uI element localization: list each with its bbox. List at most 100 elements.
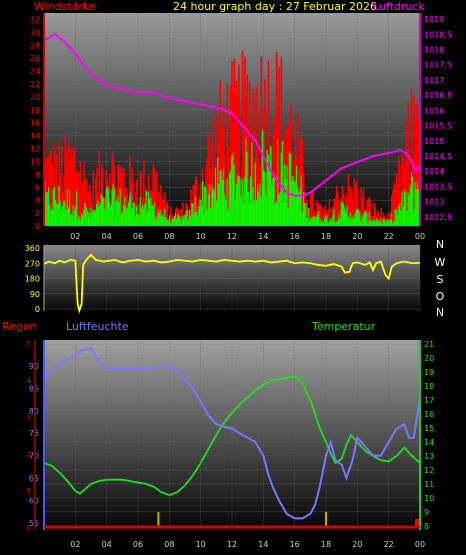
pressure-tick-label: 1013,5	[424, 182, 452, 191]
pressure-tick-label: 1013	[424, 198, 444, 207]
rain-tick-label: 4	[27, 377, 32, 385]
compass-east: O	[436, 290, 445, 303]
pressure-tick-label: 1012,5	[424, 213, 452, 222]
rain-tick-label: 3	[27, 414, 31, 422]
compass-south: S	[437, 273, 444, 286]
wind-tick-label: 14	[30, 132, 40, 141]
humidity-tick-label: 85	[29, 384, 39, 393]
rain-bars	[157, 512, 421, 527]
wind-tick-label: 18	[30, 106, 40, 115]
direction-tick-label: 90	[30, 290, 40, 299]
temperature-tick-label: 16	[424, 410, 434, 419]
humidity-tick-label: 60	[29, 496, 39, 505]
rain-tick-label: 2	[27, 450, 31, 458]
temperature-tick-label: 14	[424, 438, 434, 447]
wind-x-tick-label: 20	[352, 232, 362, 241]
wind-x-tick-label: 10	[196, 232, 206, 241]
humidity-x-tick-label: 12	[227, 540, 237, 549]
wind-x-tick-label: 16	[290, 232, 300, 241]
wind-tick-label: 16	[30, 119, 40, 128]
humidity-tick-label: 65	[29, 474, 39, 483]
wind-x-tick-label: 22	[384, 232, 394, 241]
wind-tick-label: 26	[30, 54, 40, 63]
rain-tick-label: 1	[27, 487, 31, 495]
compass-north-bottom: N	[436, 306, 444, 319]
wind-tick-label: 8	[35, 170, 40, 179]
wind-label: Windstärke	[34, 0, 96, 13]
humidity-x-tick-label: 18	[321, 540, 331, 549]
temperature-tick-label: 12	[424, 466, 434, 475]
humidity-tick-label: 55	[29, 519, 39, 528]
temperature-tick-label: 20	[424, 354, 434, 363]
humidity-x-tick-label: 08	[164, 540, 174, 549]
temperature-tick-label: 13	[424, 452, 434, 461]
wind-direction-line	[43, 253, 421, 314]
pressure-tick-label: 1017	[424, 76, 444, 85]
wind-x-tick-label: 06	[133, 232, 143, 241]
temperature-line	[43, 375, 421, 497]
humidity-x-tick-label: 06	[133, 540, 143, 549]
wind-tick-label: 0	[35, 222, 40, 231]
rain-axis-ticks: 0 1 2 3 4 5	[27, 340, 32, 532]
humidity-tick-label: 80	[29, 407, 39, 416]
humidity-x-ticks: 02 04 06 08 10 12 14 16 18 20 22 00	[70, 540, 425, 549]
wind-tick-label: 20	[30, 93, 40, 102]
humidity-x-tick-label: 00	[415, 540, 425, 549]
pressure-tick-label: 1015	[424, 137, 444, 146]
humidity-x-tick-label: 02	[70, 540, 80, 549]
wind-x-tick-label: 08	[164, 232, 174, 241]
rain-marker	[415, 519, 421, 527]
temperature-tick-label: 15	[424, 424, 434, 433]
pressure-tick-label: 1014	[424, 167, 444, 176]
humidity-label: Luftfeuchte	[66, 320, 129, 333]
pressure-label: Luftdruck	[373, 0, 425, 13]
wind-tick-label: 10	[30, 157, 40, 166]
direction-tick-label: 270	[25, 259, 40, 268]
wind-x-tick-label: 18	[321, 232, 331, 241]
pressure-tick-label: 1018,5	[424, 30, 452, 39]
temperature-tick-label: 19	[424, 368, 434, 377]
wind-x-ticks: 02 04 06 08 10 12 14 16 18 20 22 00	[70, 232, 425, 241]
wind-x-tick-label: 14	[258, 232, 268, 241]
wind-tick-label: 12	[30, 145, 40, 154]
temperature-axis-ticks: 8 9 10 11 12 13 14 15 16 17 18 19 20 21	[424, 340, 434, 531]
wind-tick-label: 6	[35, 183, 40, 192]
humidity-tick-label: 70	[29, 452, 39, 461]
wind-x-tick-label: 12	[227, 232, 237, 241]
pressure-tick-label: 1016,5	[424, 91, 452, 100]
wind-tick-label: 32	[30, 15, 40, 24]
humidity-x-tick-label: 16	[290, 540, 300, 549]
wind-tick-label: 30	[30, 28, 40, 37]
wind-x-tick-label: 02	[70, 232, 80, 241]
rain-label: Regen	[2, 320, 37, 333]
rain-tick-label: 0	[27, 524, 31, 532]
humidity-panel-grid	[44, 340, 421, 530]
humidity-tick-label: 90	[29, 362, 39, 371]
pressure-axis-ticks: 1012,5 1013 1013,5 1014 1014,5 1015 1015,5 1016…	[424, 15, 452, 222]
humidity-x-tick-label: 20	[352, 540, 362, 549]
direction-tick-label: 0	[35, 305, 40, 314]
temperature-tick-label: 8	[424, 522, 429, 531]
wind-x-tick-label: 00	[415, 232, 425, 241]
compass-west: W	[435, 256, 446, 269]
direction-tick-label: 180	[25, 275, 40, 284]
temperature-tick-label: 21	[424, 340, 434, 349]
temperature-tick-label: 17	[424, 396, 434, 405]
pressure-tick-label: 1019	[424, 15, 444, 24]
temperature-tick-label: 10	[424, 494, 434, 503]
chart-title: 24 hour graph day : 27 Februar 2026	[173, 0, 377, 13]
humidity-x-tick-label: 10	[196, 540, 206, 549]
pressure-tick-label: 1017,5	[424, 61, 452, 70]
temperature-label: Temperatur	[311, 320, 376, 333]
temperature-tick-label: 9	[424, 508, 429, 517]
direction-axis-ticks: 0 90 180 270 360	[25, 244, 40, 314]
compass-north-top: N	[436, 238, 444, 251]
humidity-x-tick-label: 14	[258, 540, 268, 549]
wind-tick-label: 2	[35, 209, 40, 218]
wind-tick-label: 4	[35, 196, 40, 205]
wind-x-tick-label: 04	[102, 232, 112, 241]
humidity-x-tick-label: 22	[384, 540, 394, 549]
rain-tick-label: 5	[27, 340, 31, 348]
pressure-tick-label: 1014,5	[424, 152, 452, 161]
